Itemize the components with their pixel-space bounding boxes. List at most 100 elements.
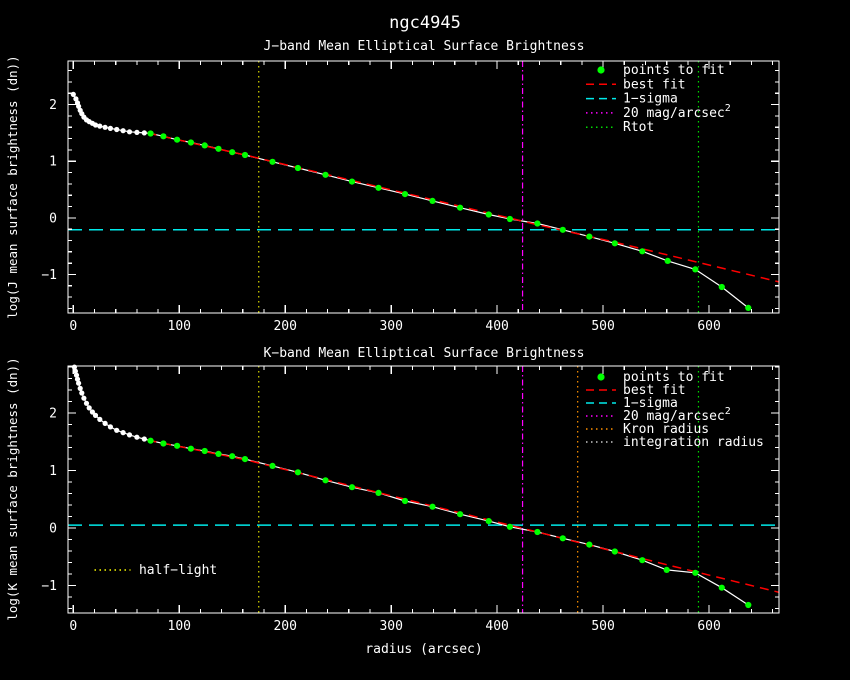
best-fit xyxy=(147,439,780,594)
points-to-fit-point xyxy=(506,215,513,223)
axis-box xyxy=(67,365,780,614)
legend-entry-1-sigma: 1−sigma xyxy=(586,92,678,107)
points-to-fit-point xyxy=(348,484,356,491)
y-tick-label: −1 xyxy=(41,579,57,594)
points-to-fit-point xyxy=(215,145,222,152)
points-to-fit-point xyxy=(485,211,492,218)
points-to-fit-point xyxy=(241,456,249,463)
points-to-fit-point xyxy=(322,171,329,178)
points-to-fit-point xyxy=(639,557,646,564)
x-tick-label: 200 xyxy=(273,319,296,334)
inner-profile-points-point xyxy=(74,376,81,382)
inner-profile-points-point xyxy=(141,130,147,136)
inner-profile-points-point xyxy=(81,395,87,401)
legend-entry-points-to-fit: points to fit xyxy=(597,370,725,385)
points-to-fit-point xyxy=(401,191,409,198)
half-light-label: half−light xyxy=(94,563,217,578)
points-to-fit-point xyxy=(429,503,436,510)
inner-profile-points-point xyxy=(120,430,126,436)
points-to-fit-point xyxy=(322,477,329,484)
x-tick-label: 400 xyxy=(485,619,508,634)
x-tick-label: 100 xyxy=(168,619,191,634)
points-to-fit-point xyxy=(692,266,699,273)
points-to-fit-point xyxy=(611,548,618,555)
points-to-fit-point xyxy=(663,566,670,574)
legend-entry-best-fit: best fit xyxy=(586,383,686,398)
points-to-fit-point xyxy=(401,497,409,505)
inner-profile-points-point xyxy=(120,128,126,134)
inner-profile-points-point xyxy=(141,436,147,442)
points-to-fit-point xyxy=(457,511,464,518)
legend-label: 1−sigma xyxy=(623,396,678,411)
points-to-fit-point xyxy=(664,257,671,264)
points-to-fit-point xyxy=(718,283,725,291)
best-fit-series xyxy=(147,439,780,594)
points-to-fit-series xyxy=(147,437,752,609)
x-tick-label: 600 xyxy=(697,319,720,334)
legend-entry-best-fit: best fit xyxy=(586,77,686,92)
inner-profile-points-point xyxy=(86,405,92,411)
x-tick-label: 400 xyxy=(485,319,508,334)
inner-profile-points-point xyxy=(97,416,103,422)
points-to-fit-point xyxy=(147,437,154,444)
x-tick-label: 100 xyxy=(168,319,191,334)
legend-label: points to fit xyxy=(623,370,725,385)
legend-label: Rtot xyxy=(623,120,654,135)
x-tick-label: 0 xyxy=(69,619,77,634)
points-to-fit-point xyxy=(160,133,167,140)
inner-profile-points-point xyxy=(89,409,95,415)
points-to-fit-series xyxy=(147,130,752,311)
points-to-fit-point xyxy=(375,184,382,191)
inner-profile-points-point xyxy=(134,434,140,440)
panel-top: 0 100 200 300 400 500 600 −1 0 1 2 points to fitbes… xyxy=(41,60,780,334)
x-tick-label: 600 xyxy=(697,619,720,634)
inner-profile-points-point xyxy=(107,125,113,131)
inner-profile-points-point xyxy=(97,123,103,129)
panel-bottom-title: K−band Mean Elliptical Surface Brightnes… xyxy=(264,346,585,361)
y-axis-title-j: log(J mean surface brightness (dn)) xyxy=(5,55,20,318)
inner-profile-points-point xyxy=(83,400,90,406)
panel-bottom: 0 100 200 300 400 500 600 −1 0 1 2 points to fitbes… xyxy=(41,364,780,634)
legend-marker-dot xyxy=(597,373,605,381)
legend-marker-dot xyxy=(597,66,605,74)
points-to-fit-point xyxy=(215,450,222,457)
points-to-fit-point xyxy=(506,523,513,530)
legend-label: best fit xyxy=(623,383,686,398)
legend-entry-integration-radius: integration radius xyxy=(586,435,764,450)
points-to-fit-point xyxy=(147,130,154,137)
points-to-fit-point xyxy=(201,142,208,149)
legend-entry-kron-radius: Kron radius xyxy=(586,422,709,437)
figure-title: ngc4945 xyxy=(389,13,461,33)
points-to-fit-point xyxy=(692,569,699,576)
inner-profile-points-series xyxy=(71,364,147,442)
points-to-fit-point xyxy=(718,584,725,591)
legend-entry-1-sigma: 1−sigma xyxy=(586,396,678,411)
y-tick-label: 1 xyxy=(49,155,57,170)
points-to-fit-point xyxy=(485,518,492,525)
points-to-fit-point xyxy=(201,447,208,455)
y-tick-label: 0 xyxy=(49,211,57,226)
axis-box xyxy=(67,60,780,314)
inner-profile-points-point xyxy=(92,412,99,418)
points-to-fit-point xyxy=(269,462,276,469)
inner-profile-points-point xyxy=(114,126,120,133)
inner-profile-points-point xyxy=(126,129,133,135)
inner-profile-points-point xyxy=(73,372,80,378)
points-to-fit-point xyxy=(745,601,752,609)
legend-label: 20 mag/arcsec2 xyxy=(623,103,731,121)
inner-profile-points-point xyxy=(107,424,113,430)
points-to-fit-point xyxy=(559,535,566,542)
best-fit xyxy=(147,132,780,283)
points-to-fit-point xyxy=(187,445,194,452)
inner-profile-points-point xyxy=(92,122,99,128)
points-to-fit-point xyxy=(294,164,301,172)
points-to-fit-point xyxy=(160,440,167,447)
inner-profile-points-point xyxy=(70,91,76,97)
inner-profile-points-point xyxy=(77,385,83,391)
legend-entry-points-to-fit: points to fit xyxy=(597,63,725,78)
